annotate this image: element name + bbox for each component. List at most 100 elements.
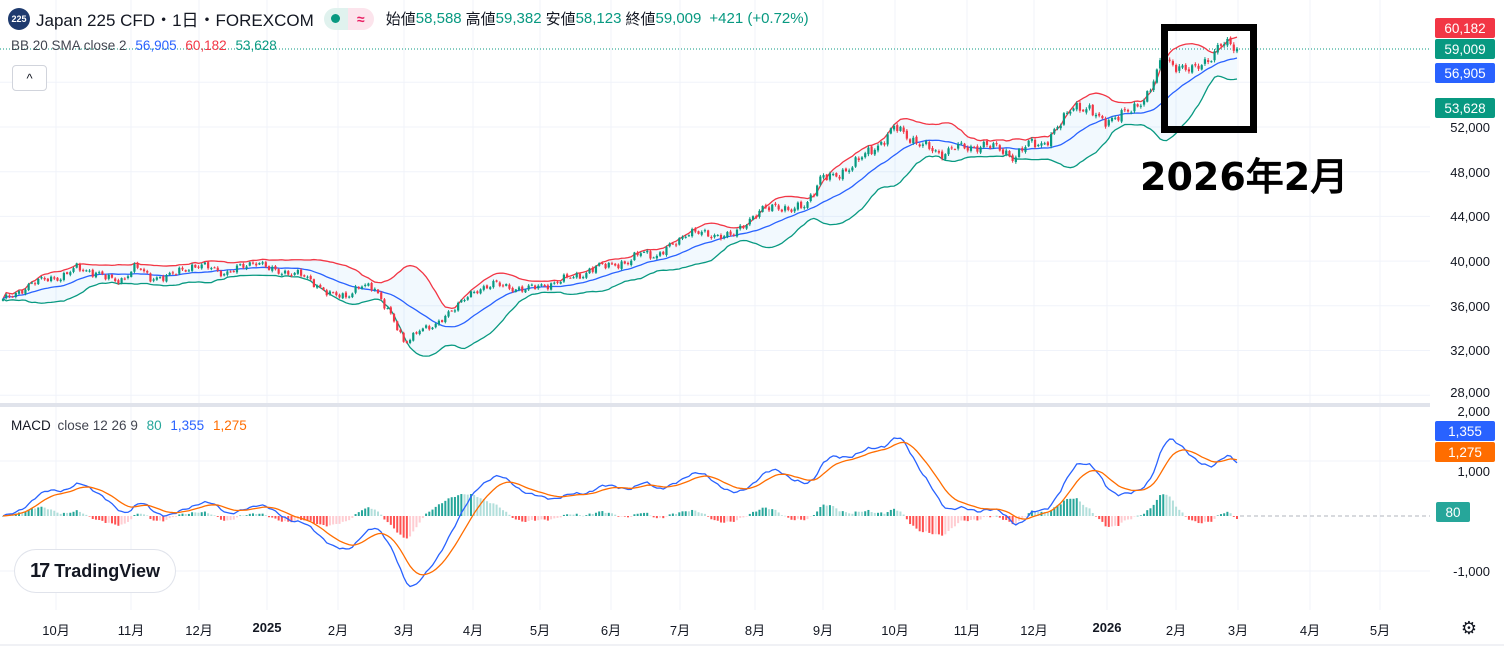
candle-body xyxy=(380,292,383,299)
macd-hist-bar xyxy=(357,512,360,516)
candle xyxy=(899,125,902,132)
candle xyxy=(1187,67,1191,74)
bb-basis-tag: 56,905 xyxy=(1435,63,1495,83)
macd-hist-bar xyxy=(1216,515,1219,516)
candle-body xyxy=(21,290,24,294)
macd-hist-bar xyxy=(1184,516,1187,517)
candle-body xyxy=(1056,127,1059,129)
candle-body xyxy=(383,299,386,309)
candle xyxy=(594,264,598,274)
candle-body xyxy=(524,289,527,293)
macd-hist-bar xyxy=(498,507,501,516)
macd-hist-bar xyxy=(495,504,498,516)
macd-hist-bar xyxy=(1133,516,1136,517)
macd-hist-bar xyxy=(94,516,97,520)
candle-body xyxy=(155,277,158,280)
candle xyxy=(1219,43,1223,47)
candle-body xyxy=(8,295,11,297)
macd-hist-bar xyxy=(687,511,690,516)
candle-body xyxy=(184,270,187,272)
candle-body xyxy=(540,284,543,286)
candle-body xyxy=(85,270,88,272)
candle xyxy=(309,274,312,281)
macd-hist-bar xyxy=(441,503,444,516)
candle xyxy=(517,285,521,292)
candle xyxy=(40,276,43,280)
macd-hist-bar xyxy=(409,516,412,537)
macd-hist-bar xyxy=(143,514,146,516)
candle-body xyxy=(626,262,630,265)
bb-basis: 56,905 xyxy=(135,38,177,53)
candle-body xyxy=(707,230,710,237)
candle xyxy=(46,277,49,282)
candle-body xyxy=(72,268,75,272)
macd-hist-bar xyxy=(239,515,242,517)
macd-hist-bar xyxy=(761,507,764,516)
macd-hist-bar xyxy=(444,500,447,516)
candle xyxy=(896,123,899,133)
candle xyxy=(152,277,155,283)
macd-hist-bar xyxy=(30,508,33,516)
candle-body xyxy=(896,125,899,131)
candle xyxy=(43,276,46,281)
candle-body xyxy=(1197,65,1200,69)
time-tick: 10月 xyxy=(42,623,70,638)
macd-hist-bar xyxy=(902,514,905,516)
candle xyxy=(146,269,149,274)
macd-hist-bar xyxy=(184,513,187,516)
candle xyxy=(348,295,351,299)
time-tick: 8月 xyxy=(744,623,766,638)
macd-hist-bar xyxy=(223,516,226,521)
macd-hist-bar xyxy=(40,506,43,516)
candle-body xyxy=(1072,108,1075,111)
macd-hist-bar xyxy=(447,498,450,516)
candle-body xyxy=(69,272,72,275)
candle xyxy=(511,286,514,293)
open-label: 始値 xyxy=(385,11,416,28)
candle xyxy=(1033,138,1037,149)
macd-hist-bar xyxy=(197,512,200,516)
candle xyxy=(158,276,162,279)
candle-body xyxy=(191,264,194,271)
candle-body xyxy=(556,281,559,283)
candle xyxy=(123,277,126,281)
candle-body xyxy=(723,236,726,239)
grid xyxy=(0,0,1430,610)
candle xyxy=(434,322,437,329)
candle-body xyxy=(75,263,78,268)
settings-gear-icon[interactable]: ⚙ xyxy=(1460,618,1478,638)
candle-body xyxy=(287,271,290,275)
macd-hist-bar xyxy=(322,516,325,525)
candle xyxy=(610,261,614,265)
macd-hist-bar xyxy=(1236,516,1238,519)
candle xyxy=(1094,112,1098,119)
candle-body xyxy=(674,244,678,246)
candle xyxy=(421,327,424,332)
candle xyxy=(655,254,658,260)
candle-body xyxy=(969,146,973,151)
collapse-legend-button[interactable]: ^ xyxy=(12,65,47,91)
macd-hist-bar xyxy=(1098,516,1101,520)
candle-body xyxy=(367,283,370,286)
bb-name: BB 20 SMA close 2 xyxy=(11,38,127,53)
candle-body xyxy=(158,277,162,279)
candle-body xyxy=(1001,149,1005,154)
candle-body xyxy=(1213,51,1216,61)
candle xyxy=(787,205,790,212)
macd-hist-bar xyxy=(130,516,133,520)
symbol-title[interactable]: Japan 225 CFD・1日・FOREXCOM xyxy=(36,11,314,30)
bb-legend[interactable]: BB 20 SMA close 2 56,905 60,182 53,628 xyxy=(11,38,282,53)
candle xyxy=(633,251,636,261)
candle-body xyxy=(582,277,585,279)
candle-body xyxy=(989,146,992,149)
macd-legend[interactable]: MACD close 12 26 9 80 1,355 1,275 xyxy=(11,418,252,433)
status-pill[interactable]: ≈ xyxy=(323,7,374,30)
tradingview-logo[interactable]: 17 TradingView xyxy=(15,550,175,592)
candle-body xyxy=(255,263,258,266)
candle xyxy=(828,171,832,182)
candle xyxy=(101,270,104,276)
macd-hist-bar xyxy=(476,497,479,516)
macd-hist-bar xyxy=(918,516,921,532)
candle-body xyxy=(466,297,469,300)
